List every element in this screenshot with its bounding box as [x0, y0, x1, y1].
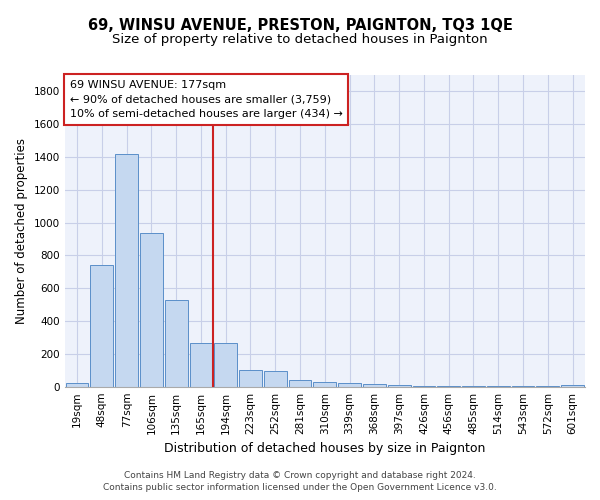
Bar: [239, 370, 262, 386]
Bar: [165, 300, 188, 386]
Bar: [190, 343, 212, 386]
Text: 69, WINSU AVENUE, PRESTON, PAIGNTON, TQ3 1QE: 69, WINSU AVENUE, PRESTON, PAIGNTON, TQ3…: [88, 18, 512, 32]
Bar: [140, 233, 163, 386]
Text: Contains HM Land Registry data © Crown copyright and database right 2024.
Contai: Contains HM Land Registry data © Crown c…: [103, 471, 497, 492]
Bar: [91, 265, 113, 386]
Bar: [338, 382, 361, 386]
Bar: [388, 384, 410, 386]
Y-axis label: Number of detached properties: Number of detached properties: [15, 138, 28, 324]
Text: Size of property relative to detached houses in Paignton: Size of property relative to detached ho…: [112, 32, 488, 46]
Text: 69 WINSU AVENUE: 177sqm
← 90% of detached houses are smaller (3,759)
10% of semi: 69 WINSU AVENUE: 177sqm ← 90% of detache…: [70, 80, 343, 120]
Bar: [65, 383, 88, 386]
Bar: [115, 154, 138, 386]
X-axis label: Distribution of detached houses by size in Paignton: Distribution of detached houses by size …: [164, 442, 485, 455]
Bar: [313, 382, 336, 386]
Bar: [289, 380, 311, 386]
Bar: [363, 384, 386, 386]
Bar: [561, 384, 584, 386]
Bar: [264, 372, 287, 386]
Bar: [214, 343, 237, 386]
